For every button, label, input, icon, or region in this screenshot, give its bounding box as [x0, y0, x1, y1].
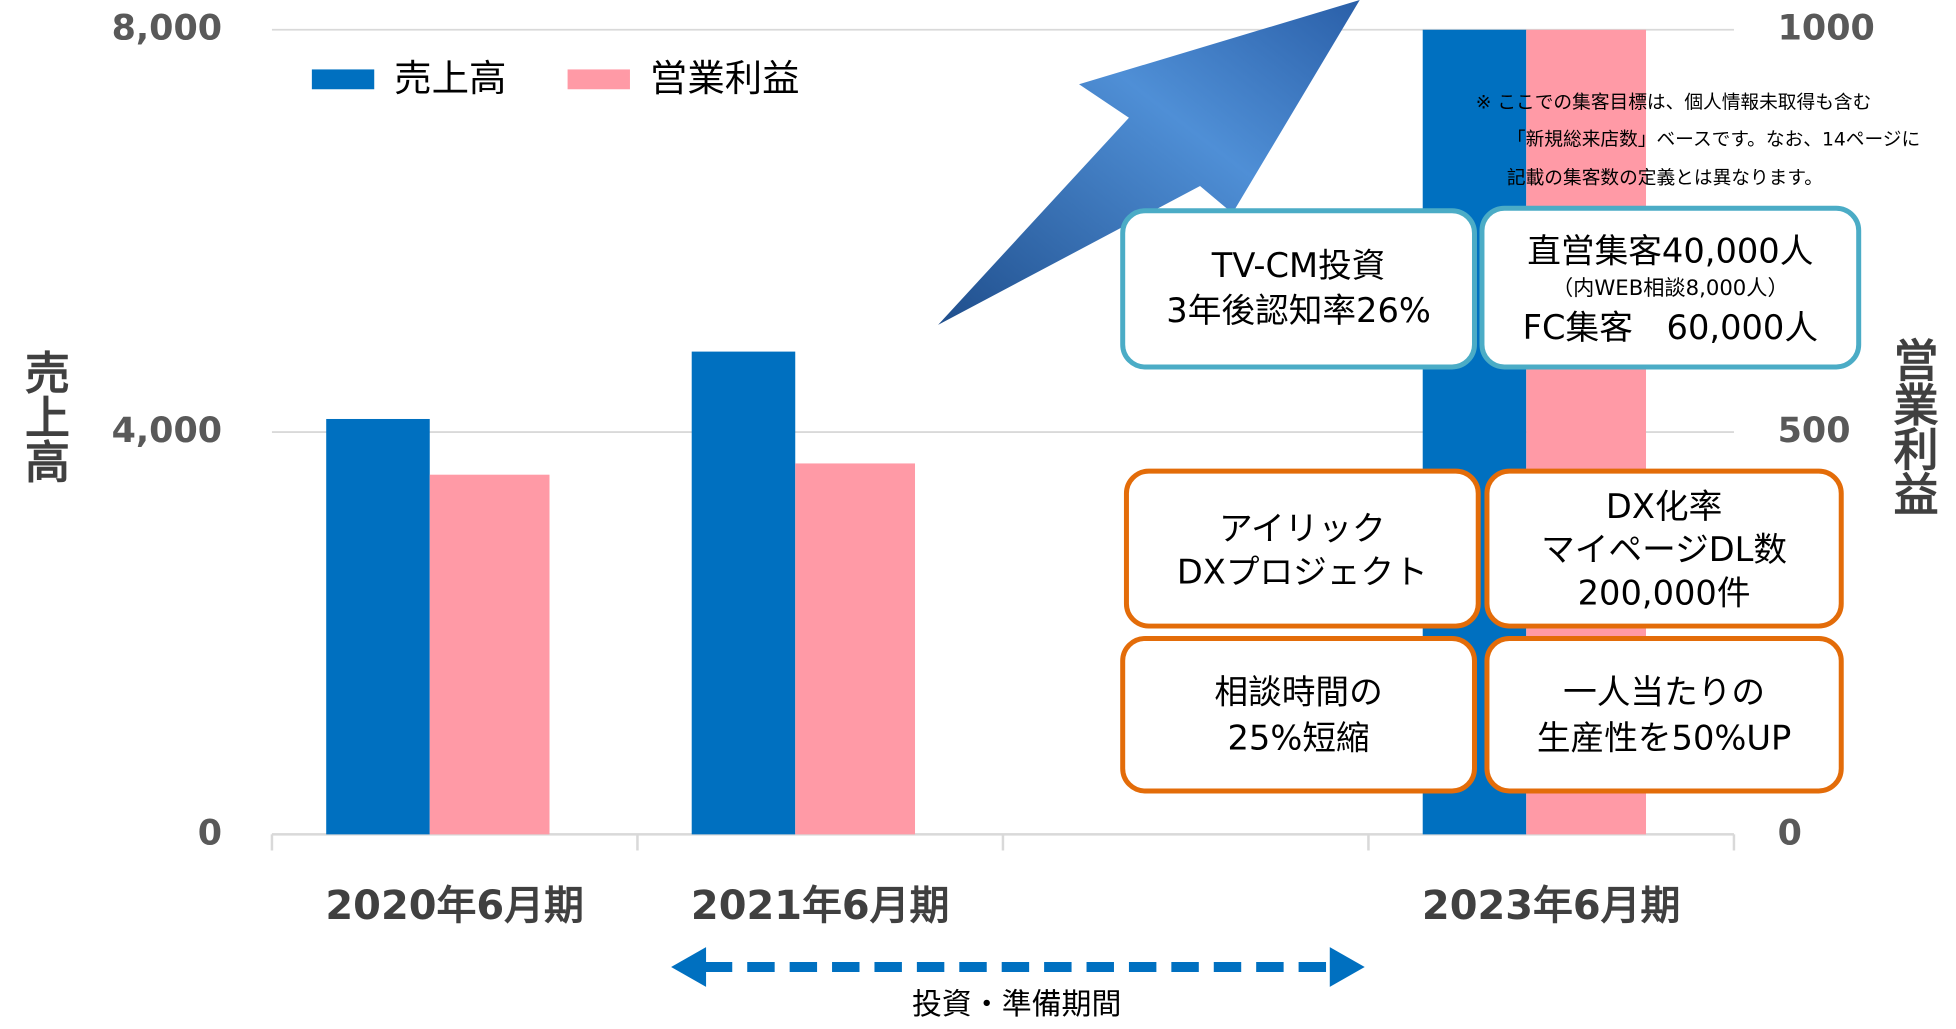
box: [1120, 635, 1477, 794]
arrow-head: [1329, 947, 1365, 987]
box-text: 直営集客40,000人: [1527, 231, 1813, 270]
bar: [429, 474, 550, 835]
box-text: 生産性を50%UP: [1537, 719, 1791, 758]
box: [1120, 208, 1477, 370]
bar: [326, 418, 430, 835]
x-tick-label: 2023年6月期: [1422, 883, 1681, 929]
box-text: アイリック: [1219, 509, 1386, 548]
y-tick-label: 0: [198, 813, 222, 853]
x-tick-label: 2020年6月期: [325, 883, 584, 929]
y2-tick-label: 0: [1778, 813, 1802, 853]
box-text: FC集客 60,000人: [1523, 308, 1818, 347]
box-text: マイページDL数: [1541, 530, 1787, 569]
y-axis-title: 売上高: [17, 350, 70, 484]
bar: [795, 463, 916, 835]
plot-area: 0 4,000 8,000 0 500 1000 2020年6月期 2021年6月期 2023年…: [112, 9, 1875, 929]
y-tick-label: 4,000: [112, 411, 222, 451]
bar: [691, 351, 796, 835]
legend-label: 売上高: [394, 56, 506, 100]
box-text: 相談時間の: [1214, 673, 1382, 712]
box: [1123, 468, 1481, 629]
x-tick-label: 2021年6月期: [691, 883, 950, 929]
legend-label: 営業利益: [650, 56, 800, 100]
legend-swatch: [567, 69, 630, 90]
box-text: （内WEB相談8,000人）: [1552, 275, 1789, 300]
legend-swatch: [311, 69, 375, 90]
period-label: 投資・準備期間: [912, 987, 1121, 1022]
box-text: 一人当たりの: [1563, 673, 1765, 712]
box-text: DX化率: [1606, 487, 1722, 526]
annotations: TV-CM投資 3年後認知率26% 直営集客40,000人 （内WEB相談8,0…: [17, 92, 1939, 1021]
y2-tick-label: 1000: [1778, 9, 1875, 49]
y2-axis-title: 営業利益: [1886, 337, 1939, 515]
growth-arrow: [938, 0, 1360, 325]
box-text: 200,000件: [1578, 574, 1751, 613]
note: ※ ここでの集客目標は、個人情報未取得も含む: [1476, 92, 1872, 113]
y2-tick-label: 500: [1778, 411, 1851, 451]
box-text: TV-CM投資: [1211, 246, 1386, 285]
box-text: 3年後認知率26%: [1166, 291, 1431, 330]
box-text: 25%短縮: [1228, 719, 1370, 758]
box: [1484, 635, 1844, 794]
note: 「新規総来店数」ベースです。なお、14ページに: [1507, 130, 1920, 151]
legend: 売上高 営業利益: [311, 56, 800, 100]
box-text: DXプロジェクト: [1177, 553, 1428, 592]
y-tick-label: 8,000: [112, 9, 222, 49]
box: [1479, 205, 1862, 370]
arrow-head: [671, 947, 707, 987]
note: 記載の集客数の定義とは異なります。: [1507, 168, 1823, 189]
box: [1484, 468, 1844, 629]
